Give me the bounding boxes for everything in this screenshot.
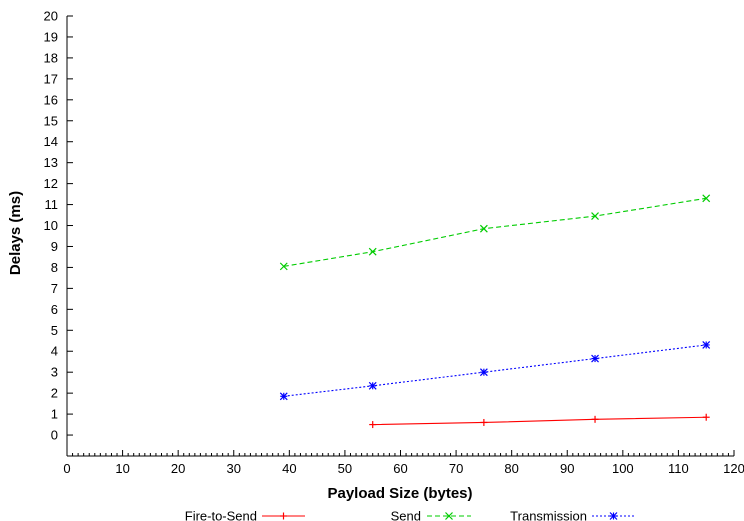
x-tick-label: 110 — [668, 461, 689, 476]
y-axis-label: Delays (ms) — [7, 191, 24, 275]
y-tick-label: 14 — [44, 134, 58, 149]
data-point — [279, 262, 288, 271]
data-point — [591, 212, 599, 221]
data-point — [702, 341, 711, 349]
data-point — [369, 421, 377, 429]
y-tick-label: 18 — [44, 50, 58, 65]
y-tick-label: 2 — [51, 386, 58, 401]
x-tick-label: 60 — [393, 461, 407, 476]
data-point — [479, 368, 488, 377]
legend-item: Send — [391, 509, 471, 521]
y-tick-label: 1 — [51, 407, 58, 422]
series-transmission — [279, 341, 711, 401]
x-tick-label: 70 — [449, 461, 463, 476]
y-tick-label: 0 — [51, 428, 58, 443]
data-point — [368, 381, 377, 390]
y-tick-label: 15 — [44, 113, 58, 128]
x-tick-label: 50 — [338, 461, 352, 476]
axes — [66, 16, 734, 457]
legend-item: Fire-to-Send — [185, 509, 305, 521]
series-layer — [279, 194, 711, 429]
x-tick-label: 40 — [282, 461, 296, 476]
series-line — [372, 416, 707, 426]
y-tick-label: 5 — [51, 323, 58, 338]
x-axis-ticks: 0 10 20 30 40 50 60 70 80 90 100 110 120 — [63, 450, 744, 476]
y-tick-label: 19 — [44, 29, 58, 44]
legend-marker — [445, 512, 453, 520]
y-tick-label: 8 — [51, 260, 58, 275]
x-tick-label: 10 — [115, 461, 129, 476]
x-tick-label: 0 — [63, 461, 70, 476]
y-tick-label: 12 — [44, 176, 58, 191]
data-point — [702, 413, 710, 421]
legend-label: Send — [391, 509, 421, 521]
x-tick-label: 100 — [612, 461, 634, 476]
x-tick-label: 80 — [504, 461, 518, 476]
data-point — [368, 247, 377, 256]
series-fire-to-send — [369, 413, 710, 429]
data-point — [479, 224, 488, 233]
y-tick-label: 6 — [51, 302, 58, 317]
series-send — [279, 194, 711, 271]
series-line — [283, 344, 707, 397]
x-tick-label: 90 — [560, 461, 574, 476]
x-tick-label: 120 — [723, 461, 744, 476]
data-point — [591, 415, 599, 423]
y-tick-label: 11 — [45, 197, 59, 212]
legend-label: Fire-to-Send — [185, 509, 257, 521]
y-tick-label: 4 — [51, 344, 58, 359]
data-point — [591, 354, 599, 363]
y-tick-label: 16 — [44, 92, 58, 107]
y-tick-label: 10 — [44, 218, 58, 233]
data-point — [480, 418, 488, 426]
series-line — [283, 197, 707, 267]
y-tick-label: 17 — [44, 71, 58, 86]
data-point — [279, 392, 288, 401]
legend-label: Transmission — [510, 509, 587, 521]
legend: Fire-to-Send Send Transmission — [185, 509, 635, 521]
data-point — [702, 194, 711, 203]
y-tick-label: 9 — [51, 239, 58, 254]
legend-item: Transmission — [510, 509, 635, 521]
y-tick-label: 20 — [44, 9, 58, 24]
x-tick-label: 30 — [227, 461, 241, 476]
x-tick-label: 20 — [171, 461, 185, 476]
x-axis-label: Payload Size (bytes) — [327, 485, 472, 502]
y-tick-label: 7 — [51, 281, 58, 296]
legend-marker — [280, 512, 287, 520]
legend-marker — [609, 512, 618, 520]
y-tick-label: 3 — [51, 365, 58, 380]
y-tick-label: 13 — [44, 155, 58, 170]
